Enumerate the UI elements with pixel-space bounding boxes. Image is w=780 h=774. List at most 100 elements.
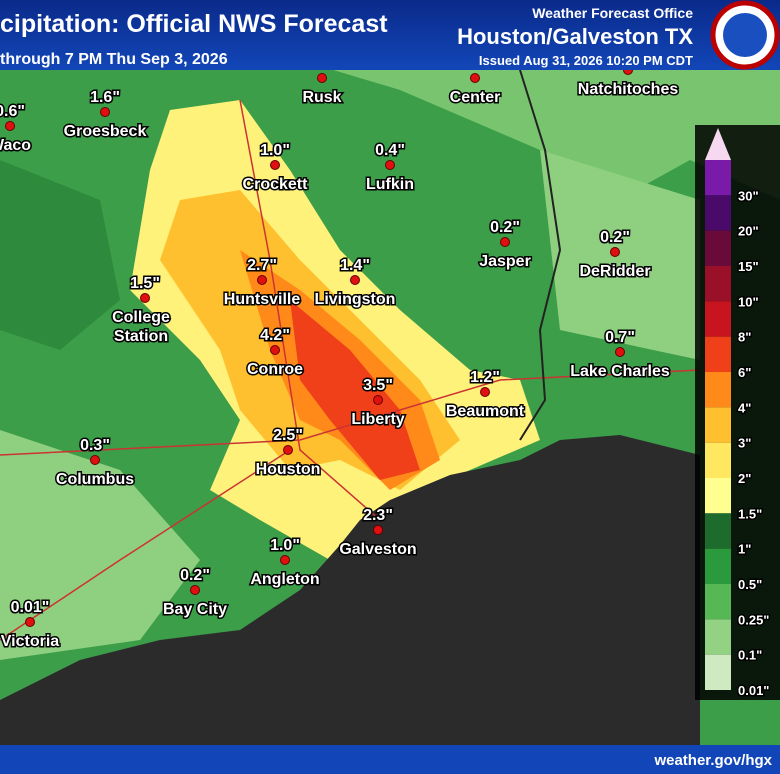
legend-swatch xyxy=(705,513,731,549)
footer-bar xyxy=(0,745,780,774)
city-name: Jasper xyxy=(479,253,531,270)
city-name: Angleton xyxy=(250,571,319,588)
legend-label: 0.1" xyxy=(738,648,762,663)
legend-label: 2" xyxy=(738,471,751,486)
rain-amount: 3.5" xyxy=(363,377,393,394)
legend-label: 10" xyxy=(738,294,759,309)
city-dot xyxy=(373,525,383,535)
office: Weather Forecast Office xyxy=(532,5,693,21)
legend-swatch xyxy=(705,266,731,302)
rain-amount: 2.7" xyxy=(247,257,277,274)
rain-amount: 0.01" xyxy=(11,599,50,616)
city-dot xyxy=(140,293,150,303)
legend-label: 0.5" xyxy=(738,577,762,592)
rain-amount: 0.2" xyxy=(490,219,520,236)
legend-swatch xyxy=(705,336,731,372)
city-dot xyxy=(25,617,35,627)
city-dot xyxy=(500,237,510,247)
city-name: Groesbeck xyxy=(64,123,147,140)
city-name: Lufkin xyxy=(366,176,414,193)
rain-amount: 0.2" xyxy=(180,567,210,584)
city-dot xyxy=(280,555,290,565)
city-name: Victoria xyxy=(1,633,60,650)
city-name: Waco xyxy=(0,137,31,154)
footer: weather.gov/hgx xyxy=(653,752,772,769)
legend-label: 30" xyxy=(738,188,759,203)
city-name: Beaumont xyxy=(446,403,525,420)
rain-amount: 0.2" xyxy=(600,229,630,246)
city-name: Columbus xyxy=(56,471,134,488)
city-dot xyxy=(270,160,280,170)
rain-amount: 2.3" xyxy=(363,507,393,524)
legend-label: 1" xyxy=(738,542,751,557)
rain-amount: 0.4" xyxy=(375,142,405,159)
city-dot xyxy=(257,275,267,285)
city-dot xyxy=(270,345,280,355)
location: Houston/Galveston TX xyxy=(457,24,693,49)
legend-swatch xyxy=(705,442,731,478)
city-dot xyxy=(373,395,383,405)
rain-amount: 0.7" xyxy=(605,329,635,346)
city-dot xyxy=(90,455,100,465)
city-dot xyxy=(283,445,293,455)
city-name: Huntsville xyxy=(224,291,301,308)
legend-swatch xyxy=(705,160,731,196)
city-name-line: Station xyxy=(114,328,168,345)
city-name: Crockett xyxy=(243,176,309,193)
legend-label: 0.25" xyxy=(738,612,769,627)
rain-amount: 1.0" xyxy=(260,142,290,159)
title: cipitation: Official NWS Forecast xyxy=(0,10,388,38)
rain-amount: 0.6" xyxy=(0,103,25,120)
legend-label: 1.5" xyxy=(738,506,762,521)
rain-amount: 2.5" xyxy=(273,427,303,444)
rain-amount: 4.2" xyxy=(260,327,290,344)
city-name-line: College xyxy=(112,309,170,326)
legend-label: 6" xyxy=(738,365,751,380)
light-rain-west xyxy=(0,430,200,660)
rain-amount: 0.3" xyxy=(80,437,110,454)
subtitle: through 7 PM Thu Sep 3, 2026 xyxy=(0,51,228,68)
legend-swatch xyxy=(705,372,731,408)
rain-4-6in xyxy=(290,300,420,480)
city-dot xyxy=(190,585,200,595)
city-name: Conroe xyxy=(247,361,303,378)
rain-amount: 1.0" xyxy=(270,537,300,554)
city-dot xyxy=(610,247,620,257)
light-rain-east xyxy=(540,150,700,360)
city-name: Liberty xyxy=(351,411,404,428)
gulf xyxy=(0,435,700,745)
city-dot xyxy=(350,275,360,285)
city-name: DeRidder xyxy=(579,263,650,280)
legend-label: 15" xyxy=(738,259,759,274)
nws-logo-inner xyxy=(723,13,767,57)
legend-swatch xyxy=(705,195,731,231)
legend-label: 4" xyxy=(738,400,751,415)
legend-swatch xyxy=(705,584,731,620)
city-dot xyxy=(5,121,15,131)
city-name: Livingston xyxy=(315,291,396,308)
city-dot xyxy=(317,73,327,83)
legend-swatch xyxy=(705,548,731,584)
city-name: Natchitoches xyxy=(578,81,679,98)
moderate-rain xyxy=(0,160,120,350)
legend-label: 20" xyxy=(738,224,759,239)
city-dot xyxy=(480,387,490,397)
legend: 30" 20" 15" 10" 8" 6" 4" 3" 2" 1.5" 1" 0.5" 0.25" 0.1… xyxy=(695,125,780,700)
city-name: Rusk xyxy=(302,89,341,106)
city-name: Center xyxy=(450,89,501,106)
issued: Issued Aug 31, 2026 10:20 PM CDT xyxy=(479,53,693,68)
city-name: Bay City xyxy=(163,601,227,618)
legend-swatch xyxy=(705,301,731,337)
legend-swatch xyxy=(705,230,731,266)
cities: 0.6" Waco 1.6" Groesbeck Rusk Center 0.01" Natc… xyxy=(0,46,680,652)
city-name: Galveston xyxy=(339,541,416,558)
highways xyxy=(0,99,701,641)
state-border xyxy=(519,69,562,441)
city-dot xyxy=(100,107,110,117)
city-dot xyxy=(470,73,480,83)
legend-swatch xyxy=(705,619,731,655)
city-dot xyxy=(385,160,395,170)
